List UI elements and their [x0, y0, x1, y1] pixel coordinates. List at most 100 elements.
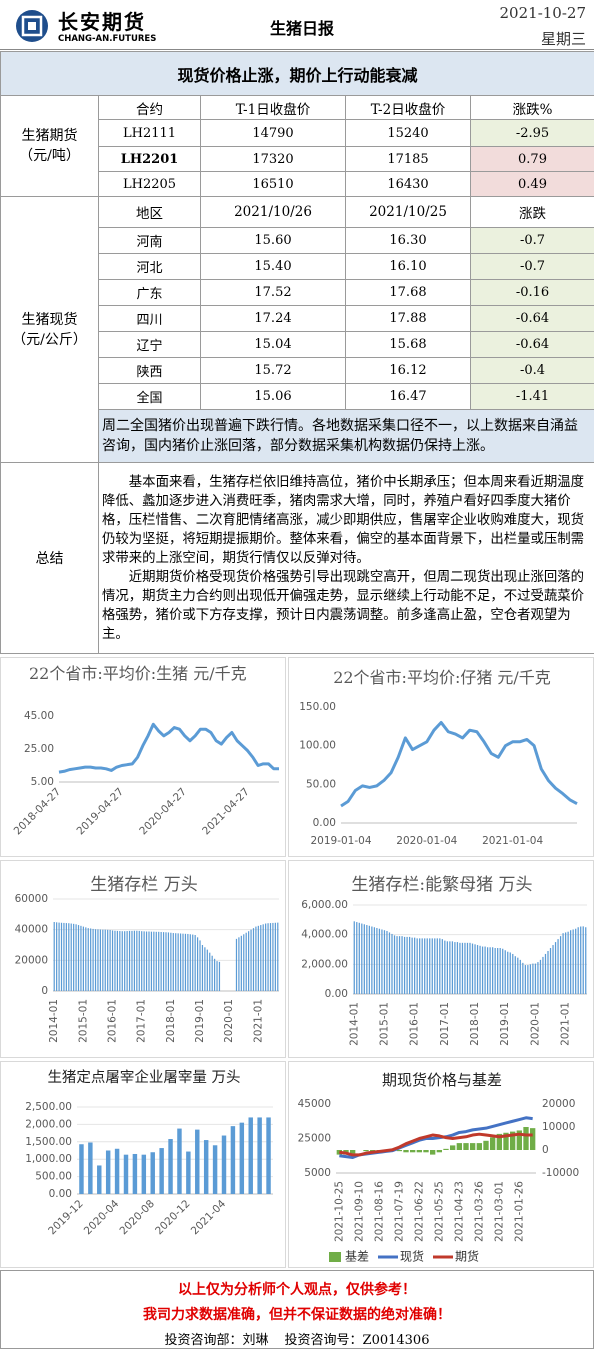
bar [114, 1148, 120, 1194]
table-cell: LH2205 [98, 171, 201, 197]
bar [446, 941, 448, 994]
x-tick-label: 2021-01 [560, 1002, 572, 1046]
bar [172, 933, 174, 991]
table-cell: 17.52 [200, 279, 346, 306]
bar [411, 937, 413, 994]
x-tick-label: 2018-04-27 [12, 786, 64, 838]
bar [97, 1165, 102, 1194]
bar [274, 922, 276, 991]
bar [570, 930, 572, 994]
y-tick-label: 1,000.00 [25, 1153, 72, 1165]
bar [138, 930, 140, 991]
bar [469, 942, 471, 994]
bar [451, 941, 454, 994]
bar [537, 962, 539, 994]
bar [466, 942, 469, 994]
x-tick-label: 2017-01 [439, 1002, 451, 1046]
bar [177, 933, 179, 991]
bar [403, 936, 406, 994]
y2-tick-label: 0 [542, 1144, 549, 1156]
table-cell: 生猪现货 （元/公斤） [0, 196, 99, 463]
bar [381, 929, 383, 994]
y-tick-label: 6,000.00 [301, 899, 348, 911]
chart: 0.00 50.00 100.00 150.00 2019-01-04 2020-01-0… [299, 701, 578, 847]
bar [70, 923, 72, 991]
bar [575, 928, 577, 994]
bar [230, 1126, 236, 1194]
bar [510, 1131, 516, 1150]
bar [416, 938, 418, 994]
bar [497, 948, 499, 994]
bar [439, 938, 441, 994]
x-tick-label: 2020-01-04 [396, 835, 457, 847]
bar [486, 947, 489, 994]
bar [111, 930, 114, 991]
bar [201, 945, 204, 991]
bar [396, 1150, 402, 1152]
bar [168, 1139, 173, 1194]
bar [444, 940, 446, 994]
bar [167, 932, 170, 991]
bar [194, 935, 196, 991]
bar [235, 938, 238, 991]
chart-title: 生猪存栏:能繁母猪 万头 [351, 875, 533, 895]
bar [431, 938, 433, 994]
x-tick-label: 2020-08 [117, 1198, 157, 1238]
bar [159, 1148, 164, 1194]
section-unit: （元/公斤） [12, 331, 87, 348]
bar [401, 936, 403, 994]
chart-panel: 0.00 2,000.00 4,000.00 6,000.00 2014-01 2015-… [288, 860, 594, 1058]
bar [350, 1150, 356, 1154]
bar [143, 931, 145, 991]
bar [582, 926, 584, 994]
table-cell: 涨跌 [470, 196, 594, 228]
bar [79, 1144, 84, 1194]
chart-panel: 0.00 50.00 100.00 150.00 2019-01-04 2020-01-0… [288, 657, 594, 857]
bar [128, 930, 131, 991]
bar [121, 931, 123, 991]
x-tick-label: 2021-03-01 [493, 1181, 505, 1242]
bar [182, 933, 184, 991]
bar [516, 1130, 522, 1150]
y-tick-label: 100.00 [299, 740, 336, 752]
chart-panel: 0 20000 40000 60000 2014-01 2015-01 2016-01 201… [0, 860, 286, 1058]
bar [107, 929, 109, 991]
bar [102, 929, 104, 991]
summary-paragraph: 基本面来看，生猪存栏依旧维持高位，猪价中长期承压；但本周来看近期温度降低、蠡加逐… [102, 474, 585, 566]
bar [221, 1135, 227, 1194]
line-series [58, 722, 279, 774]
bar [175, 933, 177, 991]
y-tick-label: 60000 [15, 893, 48, 905]
bar [507, 951, 509, 994]
bar [557, 939, 559, 994]
bar [56, 922, 58, 991]
bar [529, 964, 532, 994]
bar [131, 930, 133, 991]
legend-label: 期货 [455, 1249, 479, 1264]
table-cell: 周二全国猪价出现普遍下跌行情。各地数据采集口径不一，以上数据来自涌益咨询，国内猪… [98, 409, 594, 463]
table-cell: 14790 [200, 119, 346, 147]
x-tick-label: 2020-01 [223, 999, 235, 1043]
x-tick-label: 2021-08-16 [373, 1181, 385, 1242]
x-tick-label: 2019-01-04 [310, 835, 371, 847]
x-tick-label: 2021-04-27 [200, 786, 252, 838]
legend-label: 现货 [400, 1249, 424, 1264]
bar [426, 938, 428, 994]
bar [114, 930, 116, 991]
bar [160, 931, 162, 991]
bar [419, 938, 421, 994]
bar [373, 927, 376, 994]
bar [559, 936, 562, 994]
bar [494, 948, 496, 994]
table-cell: 河北 [98, 253, 201, 280]
chart-panel: 5000 25000 45000 -10000 0 10000 20000 2021-10-2… [288, 1061, 594, 1268]
bar [502, 948, 504, 994]
disclaimer: 我司力求数据准确，但并不保证数据的绝对准确！ [143, 1307, 451, 1323]
table-cell: 17.24 [200, 305, 346, 332]
bar [265, 923, 267, 991]
report-table: 现货价格止涨，期价上行动能衰减 生猪期货 （元/吨） 合约 T-1日收盘价 T-2日收盘价… [0, 51, 594, 654]
bar [464, 942, 466, 994]
bar [423, 1150, 429, 1153]
x-tick-label: 2020-04-27 [137, 786, 189, 838]
bar [554, 942, 557, 994]
